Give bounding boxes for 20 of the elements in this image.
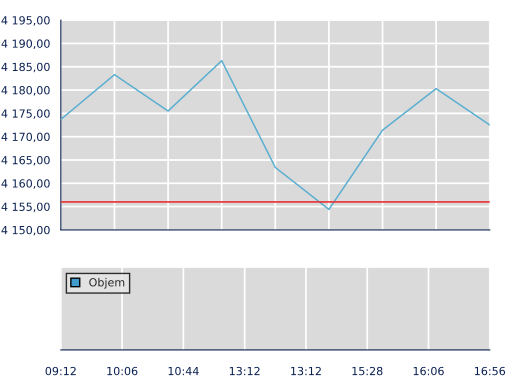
y-tick-label: 4 155,00 bbox=[1, 202, 50, 212]
y-tick-label: 4 150,00 bbox=[1, 226, 50, 236]
category-label: 09:12 bbox=[46, 366, 76, 376]
category-label: 13:12 bbox=[291, 366, 321, 376]
y-tick-label: 4 170,00 bbox=[1, 132, 50, 142]
category-label: 13:12 bbox=[230, 366, 260, 376]
category-label: 10:44 bbox=[168, 366, 199, 376]
category-label: 16:56 bbox=[474, 366, 506, 376]
y-tick-label: 4 185,00 bbox=[1, 62, 50, 72]
legend-label: Objem bbox=[89, 278, 124, 289]
y-tick-label: 4 195,00 bbox=[1, 16, 50, 26]
category-label: 15:28 bbox=[352, 366, 382, 376]
y-tick-label: 4 165,00 bbox=[1, 156, 50, 166]
y-tick-label: 4 190,00 bbox=[1, 39, 50, 49]
category-label: 10:06 bbox=[107, 366, 138, 376]
category-label: 16:06 bbox=[414, 366, 444, 376]
y-tick-label: 4 175,00 bbox=[1, 109, 50, 119]
line-series bbox=[60, 60, 490, 210]
y-tick-label: 4 180,00 bbox=[1, 86, 50, 96]
y-tick-label: 4 160,00 bbox=[1, 179, 50, 189]
